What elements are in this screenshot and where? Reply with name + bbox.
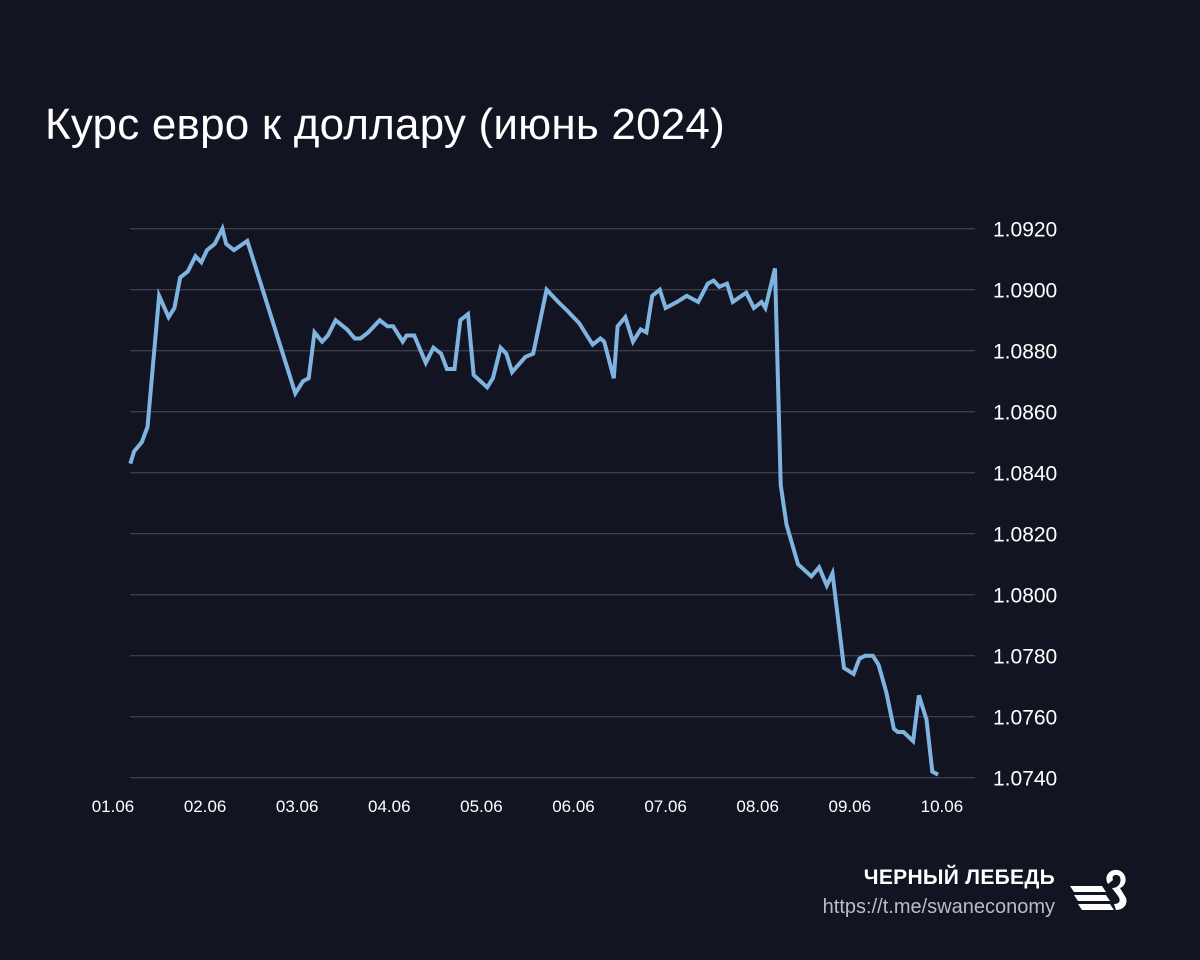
x-tick-label: 01.06	[92, 797, 135, 816]
x-tick-label: 04.06	[368, 797, 411, 816]
y-axis-ticks: 1.0920 1.0900 1.0880 1.0860 1.0840 1.0820 1.08…	[993, 219, 1057, 791]
x-tick-label: 07.06	[644, 797, 687, 816]
y-tick-label: 1.0760	[993, 707, 1057, 730]
swan-logo-icon	[1070, 869, 1127, 910]
y-tick-label: 1.0820	[993, 524, 1057, 547]
y-tick-label: 1.0860	[993, 402, 1057, 425]
x-tick-label: 10.06	[921, 797, 964, 816]
x-tick-label: 06.06	[552, 797, 595, 816]
branding: ЧЕРНЫЙ ЛЕБЕДЬ https://t.me/swaneconomy	[823, 866, 1055, 919]
series-line	[128, 222, 940, 777]
y-tick-label: 1.0740	[993, 768, 1057, 791]
x-tick-label: 05.06	[460, 797, 503, 816]
series-group	[128, 222, 940, 777]
x-tick-label: 03.06	[276, 797, 319, 816]
y-tick-label: 1.0800	[993, 585, 1057, 608]
y-tick-label: 1.0920	[993, 219, 1057, 242]
chart-title: Курс евро к доллару (июнь 2024)	[45, 100, 725, 149]
x-tick-label: 02.06	[184, 797, 227, 816]
brand-link[interactable]: https://t.me/swaneconomy	[822, 896, 1055, 918]
brand-name: ЧЕРНЫЙ ЛЕБЕДЬ	[863, 866, 1055, 889]
y-tick-label: 1.0840	[993, 463, 1057, 486]
x-axis-ticks: 01.06 02.06 03.06 04.06 05.06 06.06 07.06 08.06…	[92, 797, 963, 816]
x-tick-label: 09.06	[829, 797, 872, 816]
y-tick-label: 1.0780	[993, 646, 1057, 669]
y-tick-label: 1.0880	[993, 341, 1057, 364]
y-tick-label: 1.0900	[993, 280, 1057, 303]
x-tick-label: 08.06	[736, 797, 779, 816]
gridlines	[130, 228, 975, 779]
